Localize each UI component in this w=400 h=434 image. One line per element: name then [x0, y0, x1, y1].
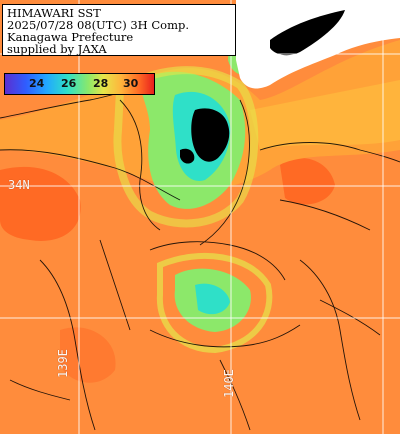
- cloud-mask-bay: [191, 108, 230, 162]
- hot-patch-south: [60, 327, 116, 383]
- colorbar-tick-24: 24: [29, 77, 45, 90]
- lon-label-139e: 139E: [56, 349, 70, 378]
- sst-colorbar: 24 26 28 30: [4, 73, 155, 95]
- cloud-mask-small: [180, 148, 195, 164]
- lon-label-140e: 140E: [222, 369, 236, 398]
- hot-patch-east: [280, 157, 335, 205]
- title-region: Kanagawa Prefecture: [7, 30, 134, 44]
- sst-contours: [0, 83, 400, 431]
- south-teal-island: [195, 283, 230, 315]
- cloud-mask-upper: [270, 10, 345, 56]
- title-source: supplied by JAXA: [7, 42, 107, 56]
- lat-label-34n: 34N: [8, 178, 30, 192]
- cool-band-east: [250, 80, 400, 150]
- colorbar-tick-28: 28: [93, 77, 109, 90]
- yellow-transition: [113, 66, 259, 228]
- title-datetime: 2025/07/28 08(UTC) 3H Comp.: [7, 18, 190, 32]
- colorbar-tick-26: 26: [61, 77, 77, 90]
- title-product: HIMAWARI SST: [7, 6, 101, 20]
- land-mainland: [236, 0, 400, 89]
- colorbar-tick-30: 30: [123, 77, 139, 90]
- south-yellow-ring: [156, 252, 273, 354]
- hot-patch-west: [0, 166, 81, 241]
- title-box: HIMAWARI SST 2025/07/28 08(UTC) 3H Comp.…: [2, 4, 236, 56]
